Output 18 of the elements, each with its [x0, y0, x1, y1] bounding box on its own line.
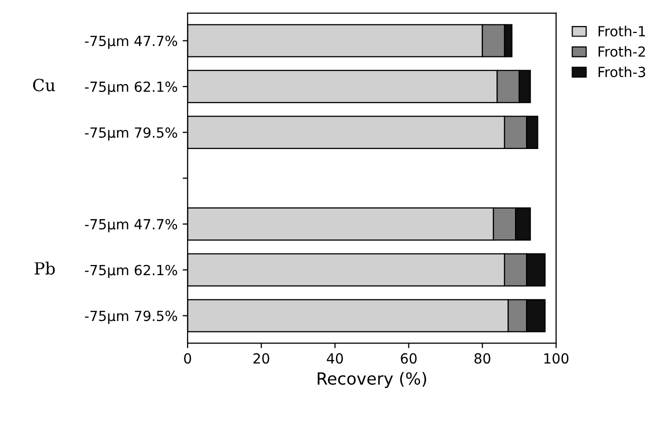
x-tick-label: 100	[544, 353, 568, 364]
y-tick-label: -75μm 47.7%	[84, 219, 178, 232]
text: Cu	[33, 78, 56, 92]
legend-label: Froth-2	[598, 46, 645, 57]
y-tick-label: -75μm 79.5%	[84, 127, 178, 141]
y-tick-label: -75μm 62.1%	[84, 264, 178, 278]
x-tick-label: 20	[253, 353, 270, 364]
legend-label: Froth-3	[598, 66, 646, 78]
x-tick-label: 80	[474, 353, 490, 364]
y-tick-label: -75μm 79.5%	[84, 310, 178, 324]
x-tick-label: 0	[184, 353, 192, 364]
y-tick-label: -75μm 47.7%	[84, 36, 178, 49]
x-tick-label: 60	[400, 353, 417, 364]
x-tick-label: 40	[326, 353, 343, 364]
y-tick-label: -75μm 62.1%	[84, 82, 178, 95]
x-axis-title: Recovery (%)	[318, 372, 426, 388]
legend-label: Froth-1	[598, 26, 645, 36]
text: Pb	[34, 262, 55, 275]
